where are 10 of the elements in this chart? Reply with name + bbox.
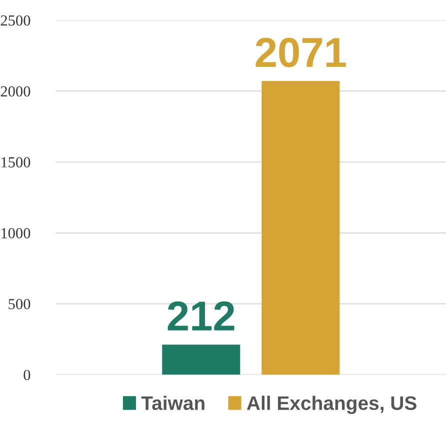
y-tick-label: 1000 xyxy=(2,228,30,238)
legend-label: Taiwan xyxy=(141,396,204,410)
y-tick-label: 2500 xyxy=(0,15,30,26)
y-tick-label: 2000 xyxy=(0,86,30,97)
legend-label: All Exchanges, US xyxy=(246,396,416,414)
y-tick-label: 0 xyxy=(24,370,30,380)
y-tick-label: 1500 xyxy=(2,157,30,168)
y-tick-label: 500 xyxy=(8,298,30,310)
data-label: 212 xyxy=(168,301,234,330)
data-label: 2071 xyxy=(256,38,346,68)
